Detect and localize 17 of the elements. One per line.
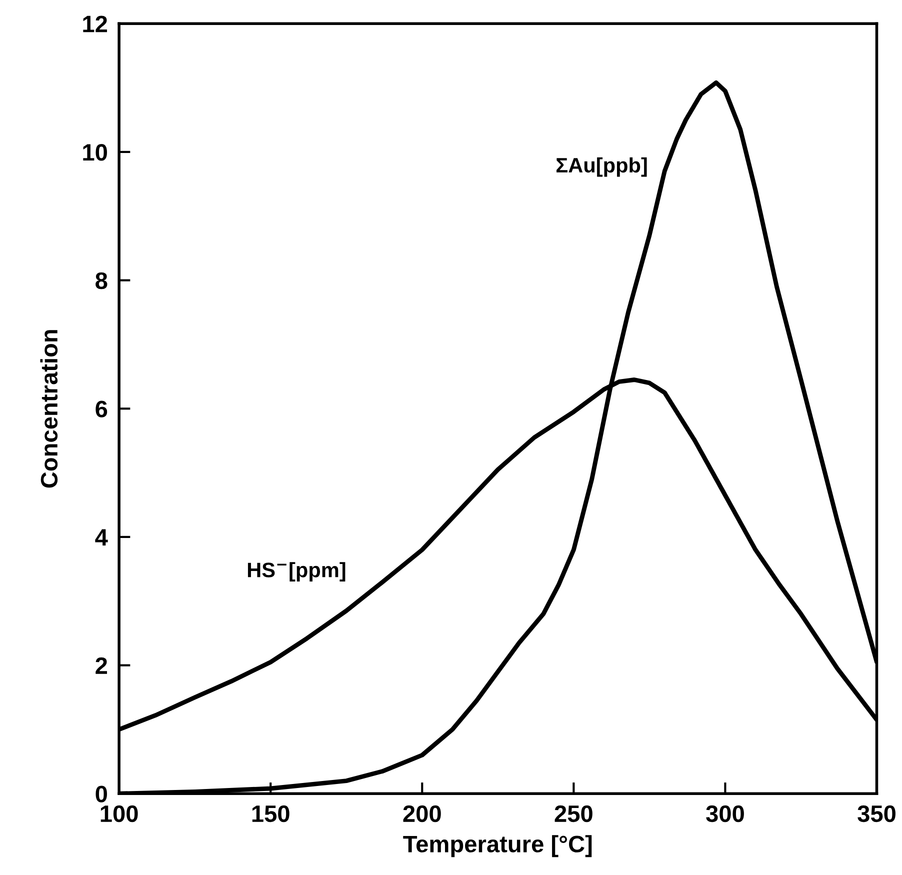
x-tick-label: 200 xyxy=(403,805,441,822)
x-tick-label: 250 xyxy=(554,805,592,822)
y-axis-title: Concentration xyxy=(40,330,58,488)
x-tick-label: 350 xyxy=(858,805,896,822)
y-tick-label: 6 xyxy=(96,400,108,418)
series-label: HS$^{−}$[ppm] xyxy=(248,562,346,582)
x-tick-label: 300 xyxy=(706,805,744,822)
y-tick-label: 4 xyxy=(95,529,108,546)
x-tick-label: 150 xyxy=(252,805,290,822)
y-tick-label: 0 xyxy=(96,786,107,802)
x-tick-label: 100 xyxy=(100,805,138,822)
y-tick-label: 12 xyxy=(83,16,108,32)
series-label: ΣAu[ppb] xyxy=(556,157,647,177)
y-tick-label: 8 xyxy=(96,272,108,290)
y-tick-label: 2 xyxy=(96,657,108,674)
y-tick-label: 10 xyxy=(83,144,107,161)
x-axis-title: Temperature [°C] xyxy=(403,835,592,858)
